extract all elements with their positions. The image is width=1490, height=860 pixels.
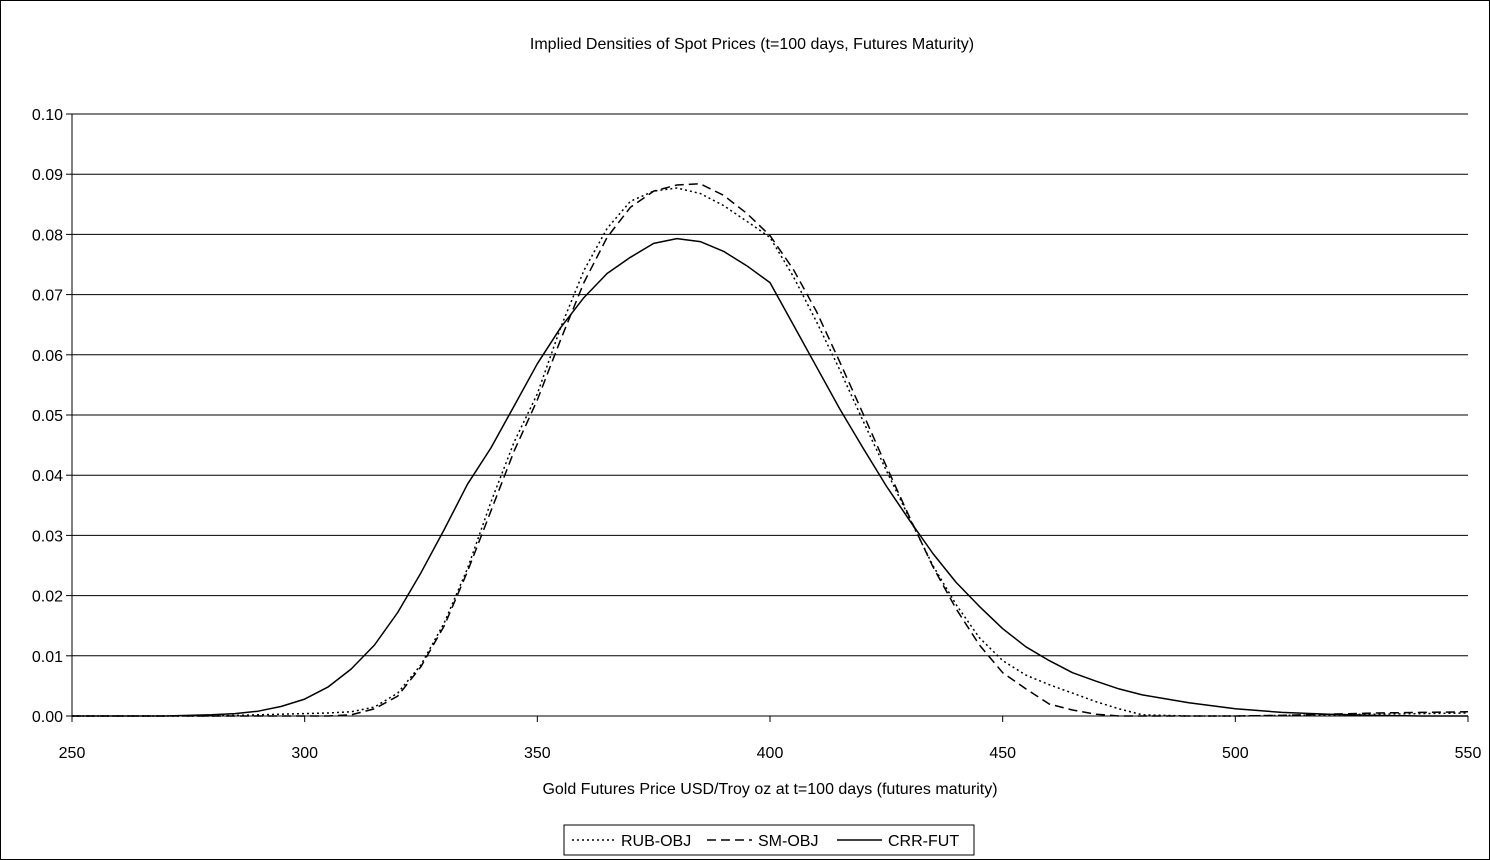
x-tick-label: 550 [1455, 745, 1482, 762]
legend-box [563, 824, 975, 856]
x-tick-label: 350 [524, 745, 551, 762]
legend-label-crr-fut: CRR-FUT [888, 833, 959, 850]
x-tick-label: 500 [1222, 745, 1249, 762]
legend-label-sm-obj: SM-OBJ [758, 833, 818, 850]
y-tick-label: 0.10 [32, 107, 63, 124]
x-tick-label: 300 [291, 745, 318, 762]
axes [71, 114, 1468, 717]
x-axis-label: Gold Futures Price USD/Troy oz at t=100 … [542, 781, 997, 798]
x-tick-label: 450 [989, 745, 1016, 762]
chart-title: Implied Densities of Spot Prices (t=100 … [530, 36, 974, 53]
x-tick-label: 400 [757, 745, 784, 762]
x-tick-label: 250 [59, 745, 86, 762]
y-tick-label: 0.00 [32, 709, 63, 726]
series-line-crr-fut [72, 237, 1468, 717]
y-tick-label: 0.02 [32, 589, 63, 606]
y-axis-tick-labels: 0.00 0.01 0.02 0.03 0.04 0.05 0.06 0.07 0.08 0.09… [32, 107, 63, 726]
gridlines [66, 113, 1469, 722]
y-tick-label: 0.08 [32, 227, 63, 244]
y-tick-label: 0.05 [32, 408, 63, 425]
legend-label-rub-obj: RUB-OBJ [621, 833, 691, 850]
y-tick-label: 0.06 [32, 348, 63, 365]
y-tick-label: 0.09 [32, 167, 63, 184]
y-tick-label: 0.01 [32, 649, 63, 666]
series-lines [72, 183, 1469, 717]
y-tick-label: 0.03 [32, 528, 63, 545]
x-axis-tick-labels: 250 300 350 400 450 500 550 [59, 745, 1482, 762]
y-tick-label: 0.07 [32, 288, 63, 305]
legend: RUB-OBJ SM-OBJ CRR-FUT [563, 824, 975, 856]
y-tick-label: 0.04 [32, 468, 63, 485]
